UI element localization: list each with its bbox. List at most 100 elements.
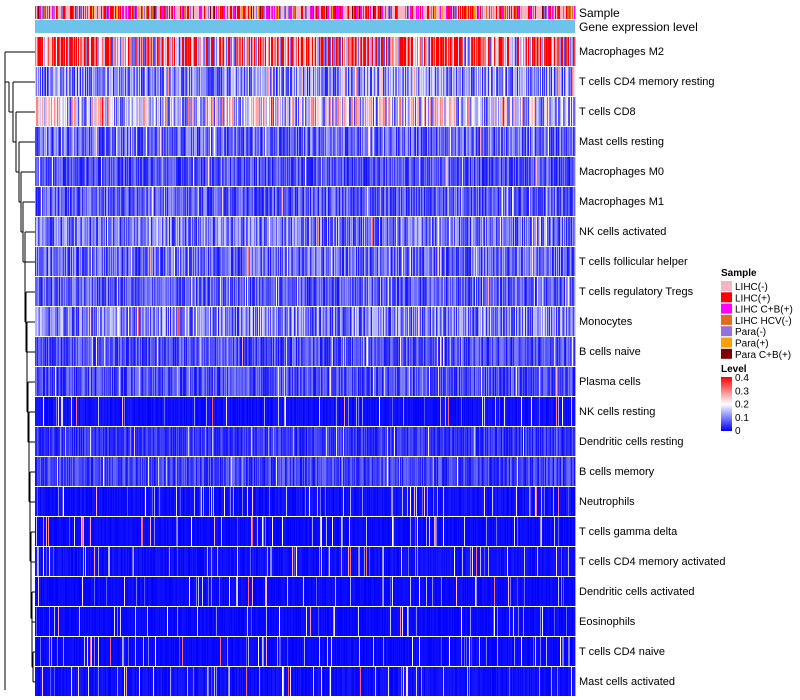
heatmap-cell xyxy=(142,37,144,66)
heatmap-cell xyxy=(230,127,232,156)
heatmap-cell xyxy=(396,37,398,66)
heatmap-cell xyxy=(530,67,532,96)
heatmap-cell xyxy=(395,157,397,186)
heatmap-cell xyxy=(347,157,349,186)
heatmap-cell xyxy=(174,97,176,126)
heatmap-cell xyxy=(517,127,519,156)
heatmap-cell xyxy=(135,37,137,66)
heatmap-cell xyxy=(268,37,270,66)
sample-annotation-cell xyxy=(376,6,378,19)
heatmap-cell xyxy=(334,37,336,66)
heatmap-cell xyxy=(490,37,492,66)
heatmap-cell xyxy=(147,97,149,126)
heatmap-cell xyxy=(281,67,283,96)
heatmap-cell xyxy=(514,97,516,126)
heatmap-cell xyxy=(439,127,441,156)
sample-annotation-cell xyxy=(318,6,320,19)
heatmap-cell xyxy=(337,127,339,156)
sample-annotation-cell xyxy=(353,6,355,19)
sample-annotation-cell xyxy=(551,6,553,19)
heatmap-cell xyxy=(481,67,483,96)
heatmap-cell xyxy=(338,97,340,126)
heatmap-cell xyxy=(541,97,543,126)
heatmap-cell xyxy=(481,97,483,126)
sample-annotation-cell xyxy=(561,6,563,19)
sample-annotation-cell xyxy=(217,6,219,19)
heatmap-cell xyxy=(112,127,114,156)
sample-annotation-cell xyxy=(149,6,151,19)
sample-annotation-cell xyxy=(52,6,54,19)
sample-annotation-cell xyxy=(522,6,524,19)
heatmap-cell xyxy=(112,67,114,96)
heatmap-cell xyxy=(220,157,222,186)
heatmap-cell xyxy=(262,157,264,186)
heatmap-cell xyxy=(561,127,563,156)
sample-annotation-cell xyxy=(134,6,136,19)
heatmap-cell xyxy=(58,127,60,156)
heatmap-cell xyxy=(185,67,187,96)
heatmap-cell xyxy=(175,67,177,96)
heatmap-cell xyxy=(224,127,226,156)
heatmap-cell xyxy=(323,127,325,156)
heatmap-cell xyxy=(338,127,340,156)
heatmap-cell xyxy=(443,127,445,156)
heatmap-cell xyxy=(231,37,233,66)
sample-annotation-cell xyxy=(112,6,114,19)
heatmap-cells xyxy=(35,37,576,696)
heatmap-cell xyxy=(101,67,103,96)
heatmap-cell xyxy=(513,67,515,96)
heatmap-cell xyxy=(379,127,381,156)
heatmap-cell xyxy=(90,67,92,96)
heatmap-cell xyxy=(115,37,117,66)
heatmap-cell xyxy=(486,97,488,126)
heatmap-cell xyxy=(466,67,468,96)
heatmap-cell xyxy=(443,157,445,186)
heatmap-cell xyxy=(54,97,56,126)
heatmap-cell xyxy=(303,157,305,186)
sample-annotation-cell xyxy=(299,6,301,19)
sample-annotation-cell xyxy=(268,6,270,19)
heatmap-cell xyxy=(54,67,56,96)
heatmap-cell xyxy=(465,157,467,186)
heatmap-cell xyxy=(305,67,307,96)
heatmap-cell xyxy=(50,127,52,156)
heatmap-cell xyxy=(479,67,481,96)
heatmap-cell xyxy=(346,37,348,66)
heatmap-cell xyxy=(559,97,561,126)
sample-annotation-cell xyxy=(384,6,386,19)
heatmap-cell xyxy=(35,97,37,126)
sample-annotation-cell xyxy=(548,6,550,19)
heatmap-cell xyxy=(358,67,360,96)
heatmap-cell xyxy=(114,127,116,156)
heatmap-cell xyxy=(420,127,422,156)
heatmap-cell xyxy=(178,127,180,156)
heatmap-cell xyxy=(387,157,389,186)
heatmap-cell xyxy=(197,157,199,186)
heatmap-cell xyxy=(76,67,78,96)
sample-annotation-cell xyxy=(442,6,444,19)
heatmap-cell xyxy=(536,67,538,96)
sample-annotation-cell xyxy=(402,6,404,19)
heatmap-cell xyxy=(351,157,353,186)
heatmap-cell xyxy=(186,67,188,96)
heatmap-cell xyxy=(514,157,516,186)
heatmap-cell xyxy=(343,67,345,96)
heatmap-cell xyxy=(341,67,343,96)
heatmap-cell xyxy=(532,37,534,66)
sample-annotation-cell xyxy=(148,6,150,19)
heatmap-cell xyxy=(552,157,554,186)
heatmap-cell xyxy=(308,157,310,186)
heatmap-cell xyxy=(518,157,520,186)
heatmap-cell xyxy=(468,157,470,186)
sample-annotation-cell xyxy=(92,6,94,19)
sample-annotation-cell xyxy=(564,6,566,19)
heatmap-cell xyxy=(157,67,159,96)
heatmap-cell xyxy=(139,67,141,96)
heatmap-cell xyxy=(77,97,79,126)
heatmap-cell xyxy=(340,37,342,66)
heatmap-cell xyxy=(388,67,390,96)
heatmap-cell xyxy=(317,97,319,126)
heatmap-cell xyxy=(307,37,309,66)
heatmap-cell xyxy=(56,157,58,186)
heatmap-cell xyxy=(134,67,136,96)
